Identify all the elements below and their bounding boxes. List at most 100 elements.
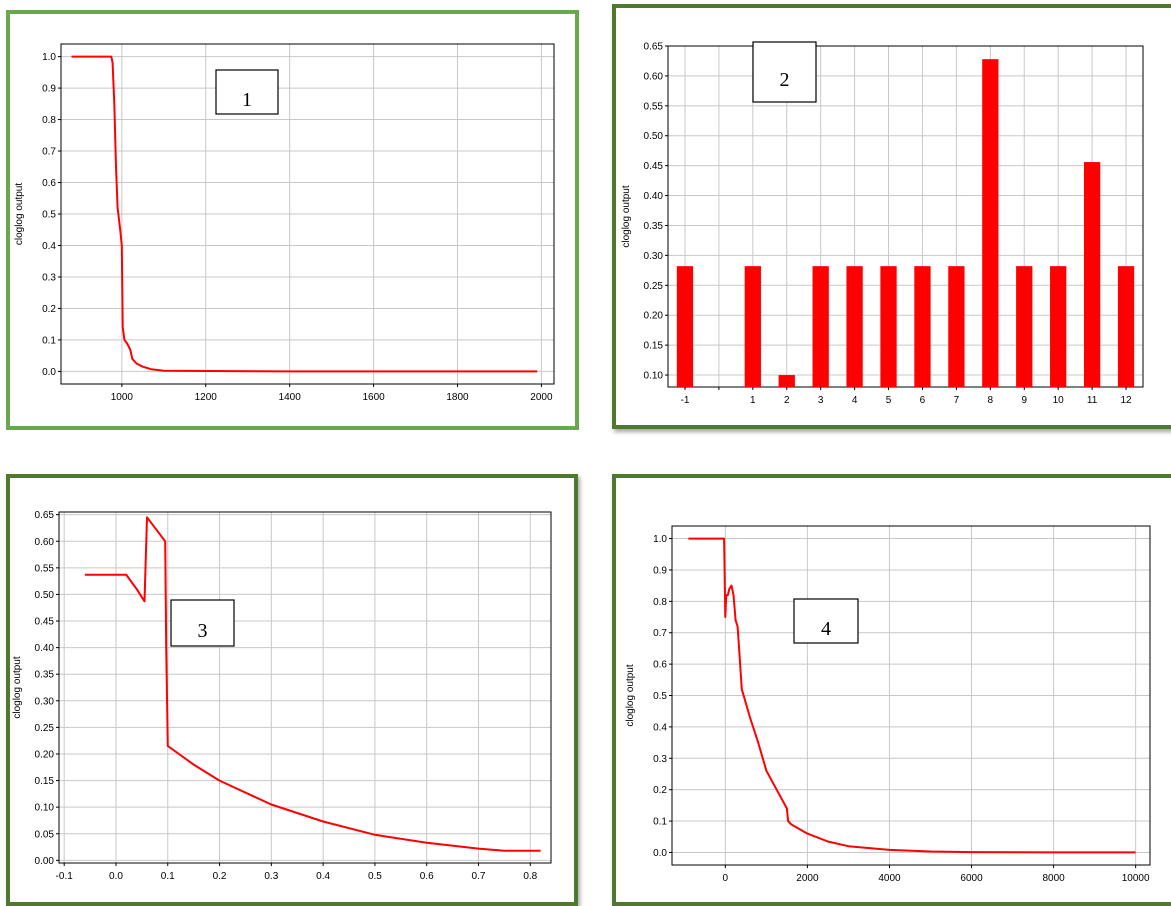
y-tick-label: 0.4 [42, 241, 56, 252]
x-tick-label: 0 [723, 873, 729, 884]
y-tick-label: 0.45 [35, 617, 55, 628]
y-tick-label: 0.35 [35, 670, 55, 681]
bar-9 [1016, 266, 1032, 387]
y-tick-label: 0.5 [653, 691, 667, 702]
y-tick-label: 0.9 [42, 84, 56, 95]
y-tick-label: 0.50 [644, 131, 664, 142]
x-tick-label: 12 [1120, 395, 1132, 406]
y-tick-label: 0.20 [644, 311, 664, 322]
y-tick-label: 0.1 [653, 817, 667, 828]
x-tick-label: 0.3 [264, 871, 278, 882]
y-tick-label: 0.8 [42, 115, 56, 126]
bar-7 [948, 266, 964, 387]
bar-5 [880, 266, 896, 387]
y-tick-label: 0.55 [644, 101, 664, 112]
x-tick-label: 1 [750, 395, 756, 406]
y-tick-label: 0.15 [35, 776, 55, 787]
y-tick-label: 0.65 [644, 42, 664, 53]
y-tick-label: 0.25 [35, 723, 55, 734]
y-tick-label: 0.30 [35, 696, 55, 707]
bar-10 [1050, 266, 1066, 387]
x-tick-label: 8000 [1042, 873, 1065, 884]
y-tick-label: 0.6 [653, 660, 667, 671]
chart-1-svg: cloglog output0.00.10.20.30.40.50.60.70.… [10, 14, 575, 426]
x-tick-label: 4000 [878, 873, 901, 884]
x-tick-label: 4 [852, 395, 858, 406]
y-tick-label: 0.4 [653, 722, 667, 733]
x-tick-label: 0.5 [368, 871, 382, 882]
y-tick-label: 0.10 [644, 371, 664, 382]
bar-1 [745, 266, 761, 387]
chart-3-svg: cloglog output0.000.050.100.150.200.250.… [10, 478, 574, 902]
y-tick-label: 0.45 [644, 161, 664, 172]
y-tick-label: 0.3 [653, 754, 667, 765]
x-tick-label: 11 [1087, 395, 1098, 406]
y-tick-label: 0.3 [42, 272, 56, 283]
y-tick-label: 1.0 [42, 52, 56, 63]
chart-2-svg: cloglog output0.100.150.200.250.300.350.… [616, 8, 1171, 425]
y-tick-label: 0.2 [42, 304, 56, 315]
x-tick-label: 0.0 [109, 871, 123, 882]
panel-number-1: 1 [242, 89, 252, 111]
y-axis-label-1: cloglog output [14, 183, 25, 245]
x-tick-label: 7 [954, 395, 960, 406]
y-tick-label: 0.30 [644, 251, 664, 262]
y-axis-label-3: cloglog output [12, 656, 23, 718]
y-tick-label: 0.6 [42, 178, 56, 189]
y-tick-label: 0.7 [42, 147, 56, 158]
x-tick-label: 6 [920, 395, 926, 406]
y-tick-label: 0.40 [35, 643, 55, 654]
plot-frame-3 [59, 512, 551, 863]
x-tick-label: 1000 [111, 392, 134, 403]
x-tick-label: 6000 [960, 873, 983, 884]
bar--1 [677, 266, 693, 387]
x-tick-label: 0.7 [472, 871, 486, 882]
x-tick-label: 9 [1021, 395, 1027, 406]
y-tick-label: 0.10 [35, 803, 55, 814]
y-axis-label-2: cloglog output [621, 185, 632, 247]
x-tick-label: 1400 [279, 392, 302, 403]
y-tick-label: 0.55 [35, 563, 55, 574]
x-tick-label: 8 [988, 395, 994, 406]
bar-3 [813, 266, 829, 387]
y-tick-label: 0.05 [35, 829, 55, 840]
x-tick-label: 2 [784, 395, 790, 406]
y-tick-label: 0.0 [653, 848, 667, 859]
y-tick-label: 0.9 [653, 565, 667, 576]
bar-4 [846, 266, 862, 387]
x-tick-label: -1 [681, 395, 690, 406]
panel-number-4: 4 [821, 618, 831, 640]
x-tick-label: 1800 [446, 392, 469, 403]
x-tick-label: 0.6 [420, 871, 434, 882]
y-tick-label: 0.65 [35, 510, 55, 521]
x-tick-label: -0.1 [56, 871, 74, 882]
y-tick-label: 0.8 [653, 597, 667, 608]
bar-12 [1118, 266, 1134, 387]
y-tick-label: 0.5 [42, 210, 56, 221]
x-tick-label: 2000 [796, 873, 819, 884]
bar-11 [1084, 162, 1100, 387]
x-tick-label: 5 [886, 395, 892, 406]
y-tick-label: 0.15 [644, 341, 664, 352]
bar-2 [779, 375, 795, 387]
x-tick-label: 0.4 [316, 871, 330, 882]
y-tick-label: 0.40 [644, 191, 664, 202]
y-axis-label-4: cloglog output [625, 664, 636, 726]
y-tick-label: 0.60 [644, 71, 664, 82]
y-tick-label: 0.2 [653, 785, 667, 796]
bar-8 [982, 59, 998, 387]
x-tick-label: 10000 [1122, 873, 1150, 884]
x-tick-label: 3 [818, 395, 824, 406]
x-tick-label: 0.2 [213, 871, 227, 882]
bar-6 [914, 266, 930, 387]
chart-4-svg: cloglog output0.00.10.20.30.40.50.60.70.… [616, 478, 1171, 902]
y-tick-label: 0.50 [35, 590, 55, 601]
plot-frame-2 [668, 46, 1143, 387]
x-tick-label: 2000 [530, 392, 553, 403]
panel-number-2: 2 [780, 69, 790, 91]
x-tick-label: 0.8 [523, 871, 537, 882]
x-tick-label: 1600 [362, 392, 385, 403]
